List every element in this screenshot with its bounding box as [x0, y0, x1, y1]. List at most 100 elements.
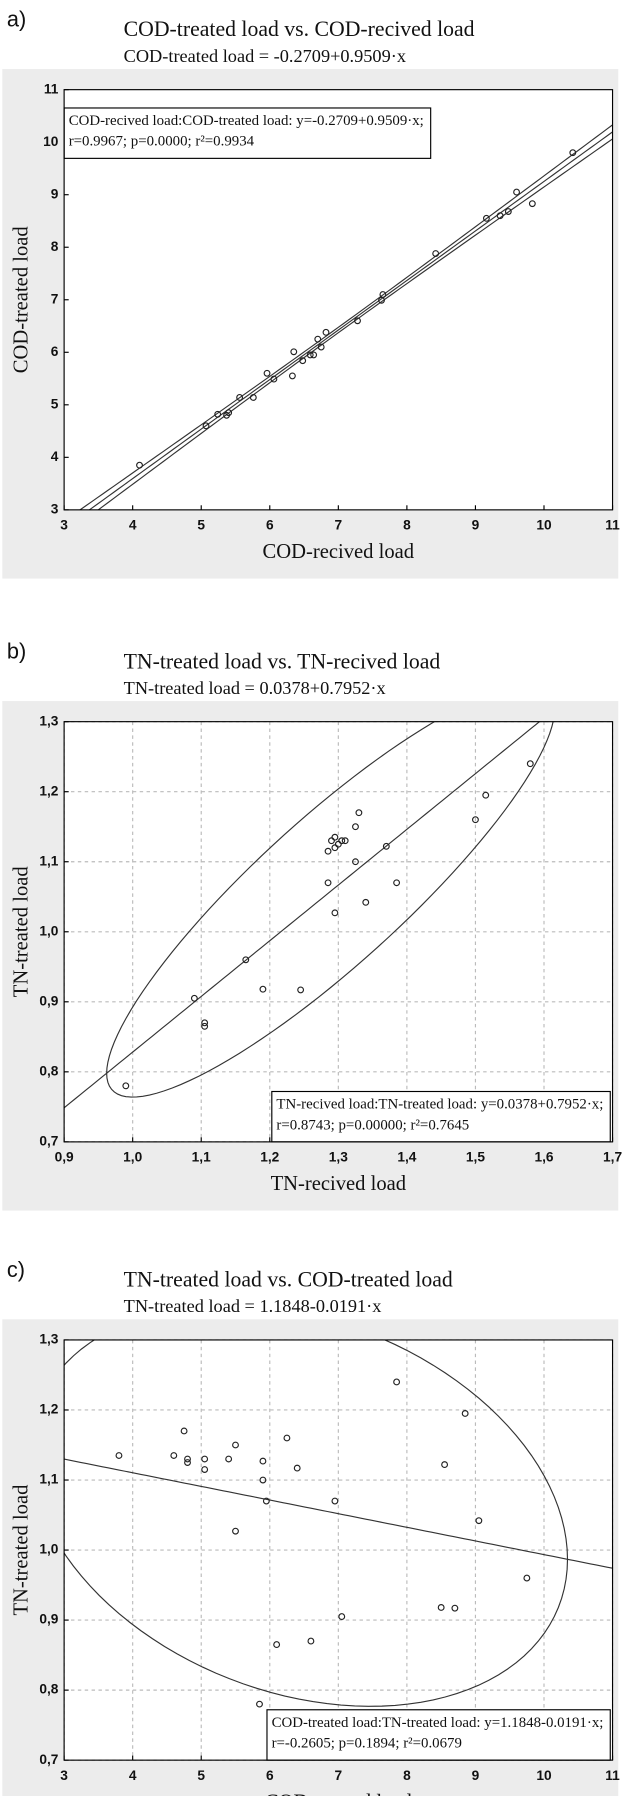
regression-line — [64, 1458, 613, 1569]
point — [334, 840, 342, 848]
point — [526, 760, 534, 768]
x-tick-label: 3 — [60, 1768, 68, 1783]
point — [202, 422, 210, 430]
point — [324, 847, 332, 855]
legend-box — [271, 1090, 611, 1143]
y-axis-label: TN-treated load — [11, 1484, 33, 1616]
x-tick-label: 7 — [335, 518, 343, 533]
y-tick-label: 9 — [51, 186, 59, 201]
point — [393, 879, 401, 887]
point — [437, 1604, 445, 1611]
regression-line — [88, 131, 613, 510]
x-axis-label: COD-recived load — [263, 541, 415, 563]
point — [122, 1082, 130, 1090]
point — [441, 1461, 449, 1469]
panel: b) TN-treated load vs. TN-recived load TN-… — [2, 639, 622, 1211]
point — [249, 394, 257, 401]
point — [225, 409, 233, 417]
chart-subtitle: TN-treated load = 0.0378+0.7952·x — [124, 678, 386, 698]
legend-text: COD-treated load:TN-treated load: y=1.18… — [272, 1715, 604, 1731]
x-tick-label: 11 — [605, 518, 620, 533]
ellipse — [64, 1339, 569, 1707]
panel-label: c) — [7, 1257, 25, 1282]
point — [259, 1476, 267, 1484]
point — [475, 1517, 483, 1525]
chart-subtitle: TN-treated load = 1.1848-0.0191·x — [124, 1296, 382, 1316]
panel: c) TN-treated load vs. COD-treated load TN… — [2, 1257, 620, 1796]
point — [362, 898, 370, 906]
x-tick-label: 10 — [536, 1768, 552, 1783]
point — [496, 212, 504, 220]
y-tick-label: 10 — [43, 134, 59, 149]
point — [299, 357, 307, 365]
point — [288, 372, 296, 380]
point — [352, 823, 359, 831]
point — [331, 833, 339, 841]
x-tick-label: 1,4 — [397, 1150, 416, 1165]
point — [201, 1019, 209, 1027]
x-tick-label: 9 — [472, 1768, 480, 1783]
point — [184, 1455, 191, 1463]
point — [528, 200, 536, 208]
point — [482, 214, 490, 222]
plot-frame — [63, 721, 614, 1143]
x-tick-label: 1,3 — [329, 1150, 348, 1165]
legend-text: COD-recived load:COD-treated load: y=-0.… — [69, 113, 424, 129]
point — [225, 1455, 233, 1463]
panel-label: b) — [7, 639, 26, 664]
x-tick-label: 8 — [403, 1768, 411, 1783]
point — [331, 909, 339, 917]
legend: COD-recived load:COD-treated load: y=-0.… — [63, 107, 432, 159]
x-tick-label: 5 — [197, 1768, 205, 1783]
point — [355, 809, 363, 817]
point — [314, 335, 322, 343]
point — [338, 1613, 346, 1621]
ellipse — [106, 721, 554, 1098]
fit — [79, 124, 613, 510]
legend: TN-recived load:TN-treated load: y=0.037… — [271, 1090, 611, 1143]
point — [262, 1497, 270, 1505]
point — [263, 369, 271, 377]
x-tick-label: 4 — [129, 1768, 137, 1783]
y-tick-label: 0,7 — [39, 1752, 58, 1767]
chart-title: TN-treated load vs. TN-recived load — [124, 649, 441, 673]
x-tick-label: 3 — [60, 518, 68, 533]
y-tick-label: 1,0 — [39, 923, 58, 938]
y-tick-label: 0,8 — [39, 1682, 58, 1697]
point — [393, 1378, 401, 1386]
point — [115, 1452, 123, 1459]
point — [201, 1022, 209, 1030]
point — [293, 1464, 301, 1472]
point — [214, 410, 222, 418]
y-tick-label: 1,3 — [39, 1332, 58, 1347]
legend-text: TN-recived load:TN-treated load: y=0.037… — [276, 1097, 603, 1113]
point — [201, 1455, 209, 1463]
x-tick-label: 7 — [335, 1768, 343, 1783]
y-tick-label: 1,3 — [39, 713, 58, 728]
point — [354, 317, 361, 325]
fit — [64, 721, 554, 1109]
point — [328, 837, 335, 845]
legend-box — [266, 1709, 611, 1761]
x-tick-label: 1,5 — [466, 1150, 485, 1165]
point — [379, 291, 387, 298]
point — [338, 837, 346, 845]
point — [306, 351, 314, 359]
point — [317, 343, 325, 351]
point — [170, 1452, 178, 1459]
chart-subtitle: COD-treated load = -0.2709+0.9509·x — [124, 46, 406, 66]
legend-text: r=-0.2605; p=0.1894; r²=0.0679 — [272, 1736, 462, 1752]
panel-label: a) — [7, 7, 26, 32]
point — [569, 149, 577, 157]
point — [242, 956, 250, 964]
y-tick-label: 0,8 — [39, 1063, 58, 1078]
y-tick-label: 4 — [51, 449, 59, 464]
confidence-band — [97, 138, 613, 510]
y-tick-label: 11 — [44, 81, 59, 96]
legend-text: r=0.8743; p=0.00000; r²=0.7645 — [276, 1117, 469, 1133]
y-tick-label: 6 — [51, 344, 59, 359]
y-axis-label: COD-treated load — [11, 226, 33, 374]
confidence-band — [79, 124, 613, 510]
point — [341, 837, 349, 845]
